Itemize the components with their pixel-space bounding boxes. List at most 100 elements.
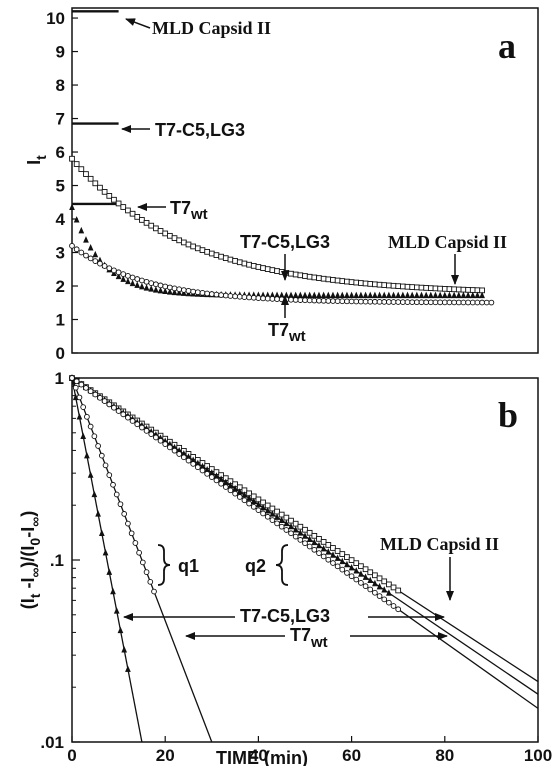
data-point: [437, 285, 443, 292]
data-point: [400, 299, 406, 305]
data-point: [69, 242, 75, 249]
data-point: [153, 225, 159, 232]
data-point: [129, 418, 136, 424]
data-point: [297, 523, 304, 530]
data-point: [190, 461, 197, 467]
data-point: [69, 375, 75, 381]
data-point: [367, 281, 374, 287]
data-point: [311, 297, 318, 304]
data-point: [98, 529, 105, 537]
data-point: [199, 247, 206, 253]
data-point: [157, 282, 164, 289]
series: [69, 375, 213, 743]
panel-b-x-tick-label: 60: [342, 746, 361, 765]
data-point: [111, 267, 117, 274]
data-point: [92, 258, 99, 264]
data-point: [381, 282, 388, 288]
data-point: [446, 291, 453, 299]
data-point: [381, 299, 388, 305]
data-point: [437, 299, 443, 306]
data-point: [372, 298, 378, 305]
data-point: [292, 533, 299, 540]
data-point: [143, 278, 150, 285]
panel-b-y-tick-label: .01: [40, 733, 64, 752]
data-point: [72, 384, 79, 391]
data-point: [83, 385, 89, 391]
data-point: [358, 579, 364, 586]
data-point: [117, 501, 124, 508]
data-point: [334, 563, 341, 570]
data-point: [381, 291, 388, 299]
data-point: [446, 286, 453, 292]
data-point: [386, 282, 392, 289]
data-point: [227, 256, 234, 263]
panel-a-y-tick-label: 9: [56, 43, 65, 62]
panel-a-y-tick-label: 8: [56, 76, 65, 95]
data-point: [358, 291, 364, 299]
data-point: [80, 432, 87, 439]
panel-b-y-tick-label: .1: [50, 551, 64, 570]
data-point: [236, 259, 243, 266]
data-point: [344, 554, 350, 560]
data-point: [139, 424, 145, 431]
data-point: [269, 505, 276, 512]
data-point: [222, 255, 229, 261]
data-point: [78, 166, 85, 173]
data-point: [260, 503, 266, 511]
data-point: [306, 297, 313, 304]
data-point: [367, 576, 374, 584]
data-point: [460, 299, 467, 306]
data-point: [95, 443, 101, 449]
data-point: [120, 411, 127, 418]
data-point: [180, 287, 187, 293]
data-point: [474, 299, 481, 306]
data-point: [381, 586, 388, 593]
series: [69, 242, 495, 306]
data-point: [106, 265, 113, 272]
data-point: [344, 291, 350, 299]
data-point: [302, 291, 308, 299]
data-point: [264, 295, 271, 302]
data-point: [95, 510, 101, 517]
data-point: [115, 200, 122, 207]
data-point: [367, 291, 374, 299]
series: [69, 374, 143, 743]
data-point: [311, 274, 318, 281]
data-point: [162, 441, 169, 447]
data-point: [250, 497, 257, 505]
label-c5-ref: T7-C5,LG3: [155, 120, 245, 140]
data-point: [316, 275, 322, 281]
data-point: [362, 298, 369, 305]
data-point: [409, 291, 416, 299]
data-point: [87, 471, 94, 478]
data-point: [269, 517, 276, 523]
panel-a-y-tick-label: 1: [56, 311, 65, 330]
data-point: [432, 285, 439, 292]
data-point: [292, 297, 299, 303]
data-point: [283, 519, 290, 527]
data-point: [320, 553, 327, 560]
data-point: [176, 286, 183, 293]
data-point: [418, 284, 425, 291]
data-point: [278, 269, 285, 275]
data-point: [232, 258, 238, 264]
data-point: [148, 222, 155, 229]
data-point: [125, 277, 131, 285]
data-point: [167, 284, 173, 291]
panel-b-label: b: [498, 395, 518, 435]
data-point: [92, 250, 99, 258]
data-point: [84, 413, 90, 420]
data-point: [376, 291, 383, 299]
label-wt: T7wt: [290, 625, 328, 651]
panel-a-y-tick-label: 3: [56, 244, 65, 263]
data-point: [358, 570, 364, 577]
data-point: [260, 265, 266, 271]
data-point: [353, 576, 360, 583]
label-q1: q1: [178, 556, 199, 576]
data-point: [297, 272, 304, 279]
data-point: [166, 288, 173, 295]
data-point: [162, 287, 169, 295]
data-point: [134, 281, 141, 288]
data-point: [306, 535, 313, 542]
